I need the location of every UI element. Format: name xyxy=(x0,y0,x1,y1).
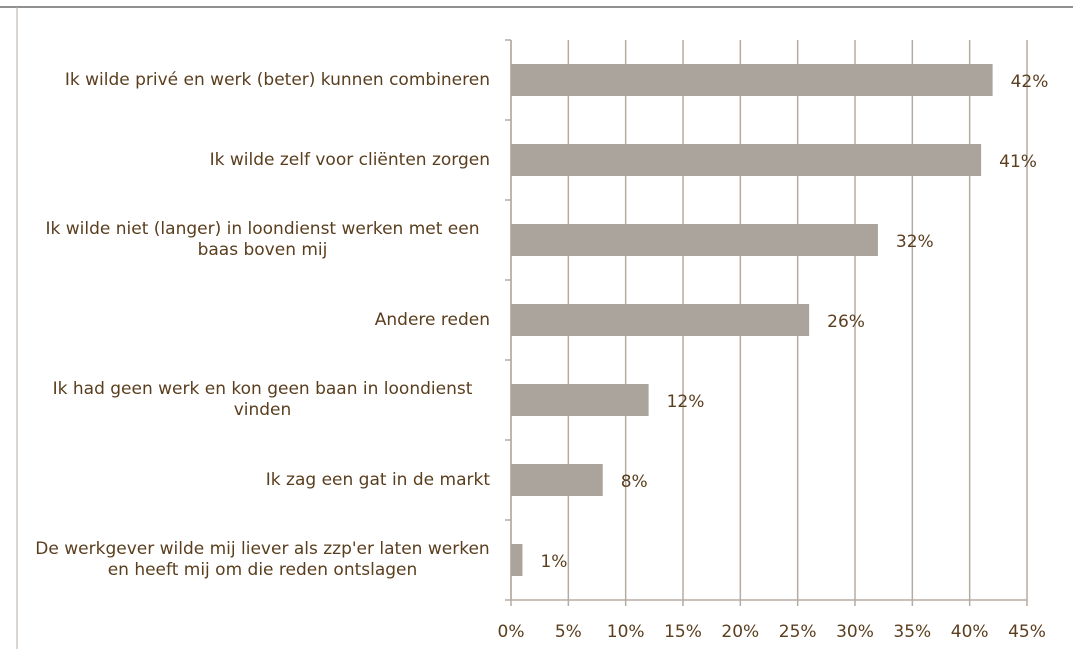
x-tick-label: 30% xyxy=(836,622,874,642)
data-label: 1% xyxy=(540,552,567,572)
category-text: Ik wilde zelf voor cliënten zorgen xyxy=(209,149,490,170)
bar xyxy=(511,384,649,416)
category-text: Ik had geen werk en kon geen baan in loo… xyxy=(52,379,473,420)
x-tick-label: 45% xyxy=(1008,622,1046,642)
x-tick-label: 15% xyxy=(664,622,702,642)
category-text: Ik wilde niet (langer) in loondienst wer… xyxy=(45,219,480,260)
bar xyxy=(511,64,993,96)
data-label: 26% xyxy=(827,312,865,332)
category-label: Ik wilde zelf voor cliënten zorgen xyxy=(20,150,490,171)
x-tick-label: 25% xyxy=(779,622,817,642)
bar xyxy=(511,224,878,256)
data-label: 42% xyxy=(1011,72,1049,92)
data-label: 12% xyxy=(667,392,705,412)
bar xyxy=(511,144,982,176)
category-label: Ik wilde privé en werk (beter) kunnen co… xyxy=(20,70,490,91)
x-tick-label: 35% xyxy=(893,622,931,642)
category-label: De werkgever wilde mij liever als zzp'er… xyxy=(20,539,490,581)
x-tick-label: 5% xyxy=(555,622,582,642)
data-label: 32% xyxy=(896,232,934,252)
bar xyxy=(511,544,523,576)
category-text: De werkgever wilde mij liever als zzp'er… xyxy=(35,539,490,580)
bar xyxy=(511,304,810,336)
data-label: 8% xyxy=(621,472,648,492)
bar xyxy=(511,464,603,496)
x-tick-label: 40% xyxy=(951,622,989,642)
category-label: Ik had geen werk en kon geen baan in loo… xyxy=(20,379,490,421)
category-label: Andere reden xyxy=(20,310,490,331)
x-tick-label: 0% xyxy=(498,622,525,642)
data-label: 41% xyxy=(999,152,1037,172)
category-label: Ik wilde niet (langer) in loondienst wer… xyxy=(20,219,490,261)
x-tick-label: 20% xyxy=(721,622,759,642)
x-tick-label: 10% xyxy=(607,622,645,642)
category-label: Ik zag een gat in de markt xyxy=(20,470,490,491)
category-text: Ik zag een gat in de markt xyxy=(265,469,490,490)
category-text: Andere reden xyxy=(374,309,490,330)
category-text: Ik wilde privé en werk (beter) kunnen co… xyxy=(64,69,490,90)
